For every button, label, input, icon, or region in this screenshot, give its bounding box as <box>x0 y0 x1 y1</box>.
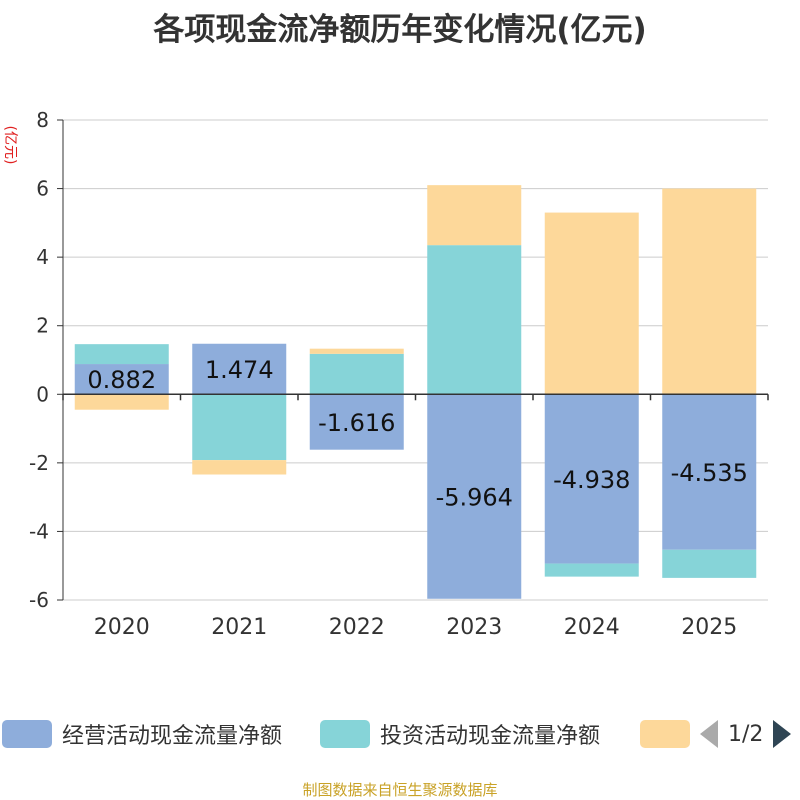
data-label-operating-2024: -4.938 <box>553 466 630 494</box>
y-tick-label: 8 <box>36 108 49 132</box>
bar-investing-2020 <box>74 344 169 365</box>
y-tick-label: 6 <box>36 177 49 201</box>
x-tick-label: 2020 <box>94 615 150 640</box>
data-label-operating-2023: -5.964 <box>436 484 513 512</box>
legend-swatch-investing <box>320 720 370 748</box>
legend-page-indicator: 1/2 <box>728 721 764 747</box>
chart-legend: 经营活动现金流量净额 投资活动现金流量净额 <box>0 714 800 754</box>
chart-plot-area: 8 6 4 2 0 -2 -4 -6 (亿元) 0.882 2020 1.474 2021 -1.616 2… <box>2 108 769 640</box>
bar-operating-2025 <box>662 394 757 550</box>
x-tick-label: 2021 <box>211 615 267 640</box>
bar-investing-2024 <box>544 563 639 577</box>
y-tick-label: -4 <box>29 519 49 543</box>
legend-item-operating[interactable]: 经营活动现金流量净额 <box>2 714 282 754</box>
data-label-operating-2020: 0.882 <box>87 366 156 394</box>
bar-investing-2022 <box>309 353 404 395</box>
legend-swatch-operating <box>2 720 52 748</box>
chart-title: 各项现金流净额历年变化情况(亿元) <box>153 12 647 48</box>
legend-label-operating: 经营活动现金流量净额 <box>62 724 283 749</box>
bar-operating-2022 <box>309 394 404 450</box>
bar-financing-2023 <box>427 185 522 246</box>
bar-financing-2025 <box>662 188 757 395</box>
data-label-operating-2025: -4.535 <box>671 459 748 487</box>
y-tick-label: -2 <box>29 451 49 475</box>
legend-item-investing[interactable]: 投资活动现金流量净额 <box>320 714 600 754</box>
data-label-operating-2022: -1.616 <box>318 409 395 437</box>
y-tick-label: 4 <box>36 245 49 269</box>
legend-prev-page-icon[interactable] <box>700 720 718 748</box>
bar-financing-2021 <box>192 460 287 475</box>
x-tick-label: 2025 <box>681 615 737 640</box>
bar-operating-2023 <box>427 394 522 599</box>
legend-pager: 1/2 <box>700 714 792 754</box>
data-label-operating-2021: 1.474 <box>205 356 274 384</box>
legend-next-page-icon[interactable] <box>773 720 792 748</box>
bar-financing-2024 <box>544 212 639 395</box>
bar-investing-2021 <box>192 394 287 461</box>
legend-label-investing: 投资活动现金流量净额 <box>380 724 601 749</box>
x-tick-label: 2023 <box>446 615 502 640</box>
data-source-note: 制图数据来自恒生聚源数据库 <box>302 781 498 799</box>
x-tick-label: 2024 <box>564 615 620 640</box>
y-tick-label: 2 <box>36 314 49 338</box>
bar-financing-2022 <box>309 348 404 354</box>
bar-operating-2021 <box>192 343 287 395</box>
y-axis-label: (亿元) <box>2 126 18 165</box>
bar-financing-2020 <box>74 394 169 410</box>
legend-item-financing[interactable] <box>640 714 690 754</box>
x-tick-label: 2022 <box>329 615 385 640</box>
y-tick-label: -6 <box>29 588 49 612</box>
bar-operating-2020 <box>74 364 169 395</box>
bar-investing-2025 <box>662 549 757 578</box>
bar-operating-2024 <box>544 394 639 564</box>
legend-swatch-financing <box>640 720 690 748</box>
bar-investing-2023 <box>427 245 522 395</box>
y-tick-label: 0 <box>36 382 49 406</box>
